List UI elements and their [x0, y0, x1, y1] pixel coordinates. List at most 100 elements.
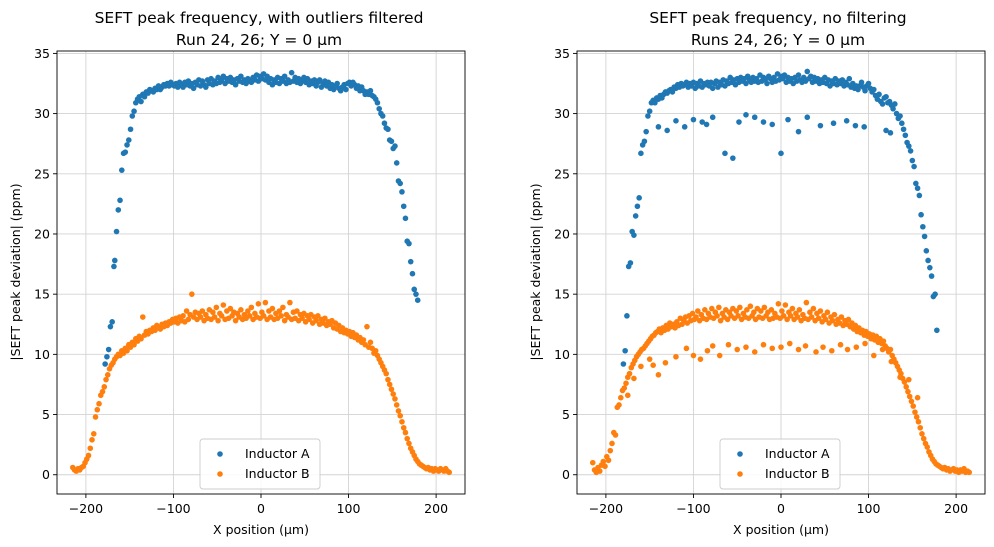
right-inductor-b-point — [683, 345, 690, 352]
right-marks — [589, 68, 973, 476]
left-inductor-a-point — [281, 73, 288, 80]
left-inductor-b-point — [180, 313, 186, 319]
left-inductor-a-point — [334, 80, 340, 87]
right-inductor-b-point — [650, 362, 656, 368]
right-inductor-a-point — [690, 116, 697, 123]
left-inductor-b-point — [386, 381, 393, 388]
left-inductor-b-point — [248, 304, 255, 311]
right-inductor-b-point — [662, 359, 669, 366]
left-inductor-a-point — [117, 197, 123, 204]
right-inductor-a-point — [862, 87, 868, 94]
right-inductor-b-point — [908, 398, 915, 405]
left-inductor-a-point — [111, 257, 118, 264]
left-inductor-b-point — [390, 391, 397, 397]
left-y-tick-label: 0 — [42, 467, 50, 482]
right-legend-box — [719, 438, 841, 490]
left-ticks: −200 −100 0 100 200 0 5 10 15 20 25 30 35 — [34, 46, 448, 516]
right-y-tick-label: 15 — [554, 287, 570, 302]
left-inductor-b-point — [238, 307, 244, 313]
left-legend-box — [199, 438, 321, 490]
left-y-tick-label: 25 — [34, 166, 50, 181]
right-inductor-a-point — [858, 79, 865, 86]
right-grid — [577, 51, 985, 494]
left-inductor-a-point — [406, 240, 412, 247]
right-legend-label-b: Inductor B — [765, 466, 830, 481]
right-inductor-b-point — [623, 380, 629, 387]
right-inductor-a-point — [846, 75, 853, 82]
right-inductor-a-point — [883, 93, 889, 100]
left-inductor-b-point — [104, 372, 111, 378]
right-inductor-b-point — [725, 341, 732, 348]
left-x-tick-label: 200 — [424, 501, 448, 516]
right-inductor-b-point — [862, 340, 868, 347]
right-inductor-a-point — [709, 85, 716, 92]
left-inductor-b-point — [246, 313, 253, 319]
right-inductor-b-point — [924, 444, 931, 450]
right-inductor-b-point — [768, 307, 775, 313]
right-inductor-a-point — [804, 68, 811, 75]
left-inductor-a-point — [392, 143, 398, 149]
left-inductor-b-point — [124, 347, 130, 354]
right-inductor-b-point — [910, 403, 917, 409]
right-inductor-a-point — [852, 122, 859, 129]
left-inductor-b-point — [276, 308, 283, 314]
left-y-tick-label: 5 — [42, 407, 50, 422]
left-x-tick-label: 100 — [337, 501, 361, 516]
right-inductor-b-point — [607, 447, 614, 454]
right-x-tick-label: −200 — [589, 501, 623, 516]
left-inductor-b-point — [131, 341, 137, 348]
right-inductor-b-point — [831, 311, 838, 318]
right-inductor-a-point — [897, 113, 903, 119]
right-inductor-b-point — [794, 314, 801, 320]
left-inductor-a-point — [407, 258, 414, 265]
right-inductor-a-point — [925, 257, 931, 264]
left-inductor-b-point — [287, 299, 293, 306]
right-inductor-b-point — [786, 340, 793, 347]
right-inductor-b-point — [624, 392, 631, 399]
right-inductor-b-point — [751, 349, 758, 355]
left-inductor-b-point — [183, 308, 190, 314]
right-inductor-b-point — [822, 316, 829, 323]
left-inductor-a-point — [105, 346, 112, 353]
left-inductor-b-point — [99, 388, 106, 395]
right-inductor-b-point — [697, 356, 704, 362]
left-inductor-a-point — [381, 120, 388, 127]
right-inductor-b-point — [829, 317, 836, 324]
right-inductor-b-point — [724, 316, 731, 323]
left-inductor-b-point — [393, 402, 400, 408]
right-inductor-b-point — [747, 303, 754, 310]
left-inductor-b-point — [210, 309, 216, 316]
left-inductor-a-point — [232, 81, 239, 88]
left-inductor-b-point — [87, 445, 94, 452]
left-inductor-b-point — [140, 314, 146, 320]
left-inductor-b-point — [103, 376, 109, 383]
left-inductor-a-point — [402, 215, 409, 222]
right-inductor-b-point — [820, 344, 826, 350]
right-inductor-b-point — [744, 307, 750, 313]
right-inductor-a-point — [709, 114, 716, 121]
right-inductor-b-point — [735, 313, 741, 319]
left-inductor-b-point — [278, 313, 284, 319]
right-inductor-b-point — [871, 352, 877, 359]
left-inductor-a-point — [288, 69, 295, 76]
right-inductor-b-point — [733, 308, 740, 314]
right-inductor-b-point — [605, 457, 612, 464]
right-inductor-a-point — [636, 195, 642, 201]
right-inductor-a-point — [778, 150, 784, 157]
left-inductor-b-point — [199, 308, 206, 314]
right-inductor-b-point — [709, 305, 715, 312]
left-inductor-b-point — [211, 314, 218, 320]
right-inductor-b-point — [743, 344, 749, 350]
left-x-tick-label: 0 — [257, 501, 265, 516]
right-inductor-a-point — [722, 150, 728, 157]
left-inductor-a-point — [102, 361, 108, 367]
right-x-tick-label: 100 — [857, 501, 881, 516]
right-inductor-b-point — [844, 346, 851, 353]
left-inductor-b-point — [96, 400, 102, 407]
left-inductor-b-point — [269, 305, 276, 312]
right-inductor-a-point — [652, 99, 658, 106]
left-inductor-b-point — [215, 317, 221, 324]
right-y-tick-label: 30 — [554, 106, 570, 121]
right-legend: Inductor A Inductor B — [719, 438, 841, 490]
right-inductor-b-point — [737, 304, 743, 311]
